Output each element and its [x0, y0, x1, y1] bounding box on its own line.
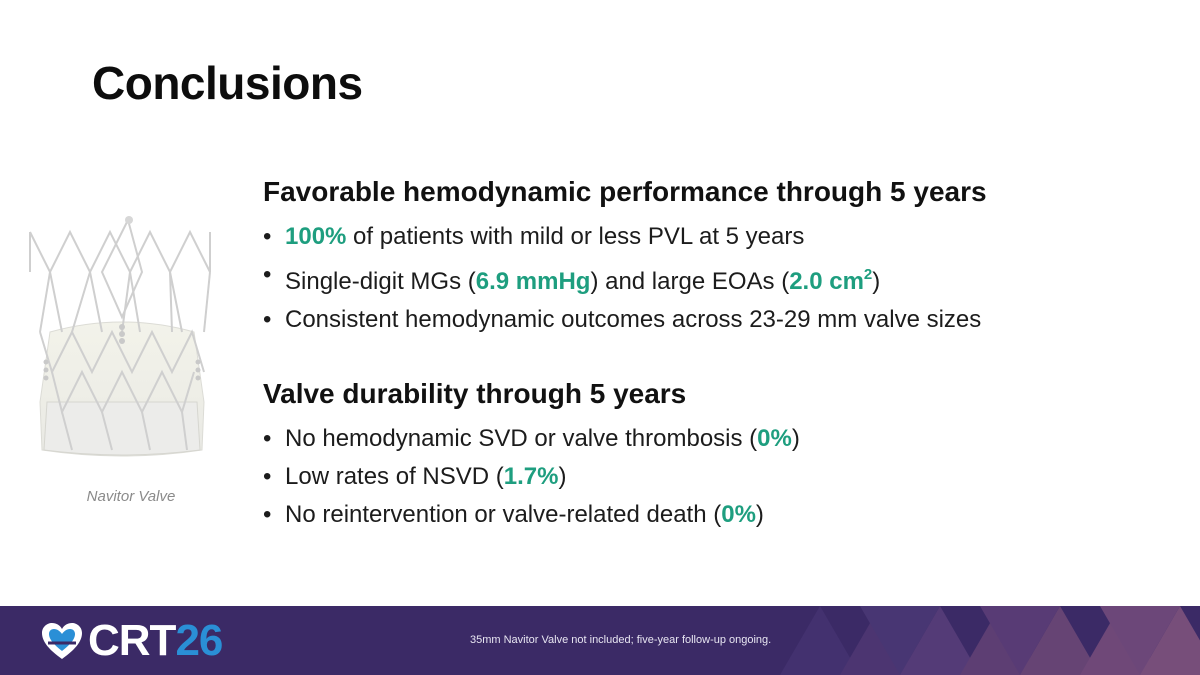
- highlight-value: 0%: [721, 501, 756, 528]
- navitor-valve-image: [29, 216, 211, 457]
- logo-text: CRT: [88, 616, 176, 665]
- bullet-item: No reintervention or valve-related death…: [263, 496, 800, 534]
- bullet-list: 100% of patients with mild or less PVL a…: [263, 218, 987, 339]
- highlight-value: 1.7%: [503, 463, 559, 490]
- bullet-text: of patients with mild or less PVL at 5 y…: [346, 223, 805, 250]
- section-heading: Favorable hemodynamic performance throug…: [263, 176, 987, 207]
- bullet-list: No hemodynamic SVD or valve thrombosis (…: [263, 420, 800, 534]
- bullet-item: 100% of patients with mild or less PVL a…: [263, 218, 987, 256]
- highlight-value: 0%: [757, 425, 792, 452]
- highlight-text: 2.0 cm: [789, 268, 864, 295]
- valve-caption: Navitor Valve: [86, 488, 176, 505]
- footer-triangle-pattern: [780, 606, 1200, 675]
- section-hemodynamic: Favorable hemodynamic performance throug…: [263, 176, 987, 339]
- highlight-value: 2.0 cm2: [789, 266, 873, 295]
- bullet-text: ): [558, 463, 567, 490]
- section-durability: Valve durability through 5 years No hemo…: [263, 378, 800, 534]
- footer-band: CRT 26 35mm Navitor Valve not included; …: [0, 606, 1200, 675]
- bullet-text: Low rates of NSVD (: [285, 463, 504, 490]
- bullet-item: Low rates of NSVD (1.7%): [263, 458, 800, 496]
- bullet-item: No hemodynamic SVD or valve thrombosis (…: [263, 420, 800, 458]
- logo-number: 26: [175, 616, 223, 665]
- bullet-text: ) and large EOAs (: [590, 268, 790, 295]
- bullet-text: ): [755, 501, 764, 528]
- bullet-text: ): [872, 268, 881, 295]
- crt-logo: CRT 26: [40, 616, 223, 666]
- highlight-value: 100%: [285, 223, 347, 250]
- slide-title: Conclusions: [92, 57, 363, 109]
- heart-logo-icon: [42, 623, 82, 659]
- bullet-text: Consistent hemodynamic outcomes across 2…: [285, 306, 982, 333]
- footnote: 35mm Navitor Valve not included; five-ye…: [470, 634, 772, 646]
- highlight-value: 6.9 mmHg: [475, 268, 591, 295]
- section-heading: Valve durability through 5 years: [263, 378, 687, 409]
- bullet-item: Consistent hemodynamic outcomes across 2…: [263, 301, 987, 339]
- bullet-text: Single-digit MGs (: [285, 268, 476, 295]
- bullet-text: No hemodynamic SVD or valve thrombosis (: [285, 425, 758, 452]
- superscript: 2: [863, 266, 873, 283]
- bullet-text: No reintervention or valve-related death…: [285, 501, 722, 528]
- bullet-text: ): [791, 425, 800, 452]
- bullet-item: Single-digit MGs (6.9 mmHg) and large EO…: [263, 256, 987, 301]
